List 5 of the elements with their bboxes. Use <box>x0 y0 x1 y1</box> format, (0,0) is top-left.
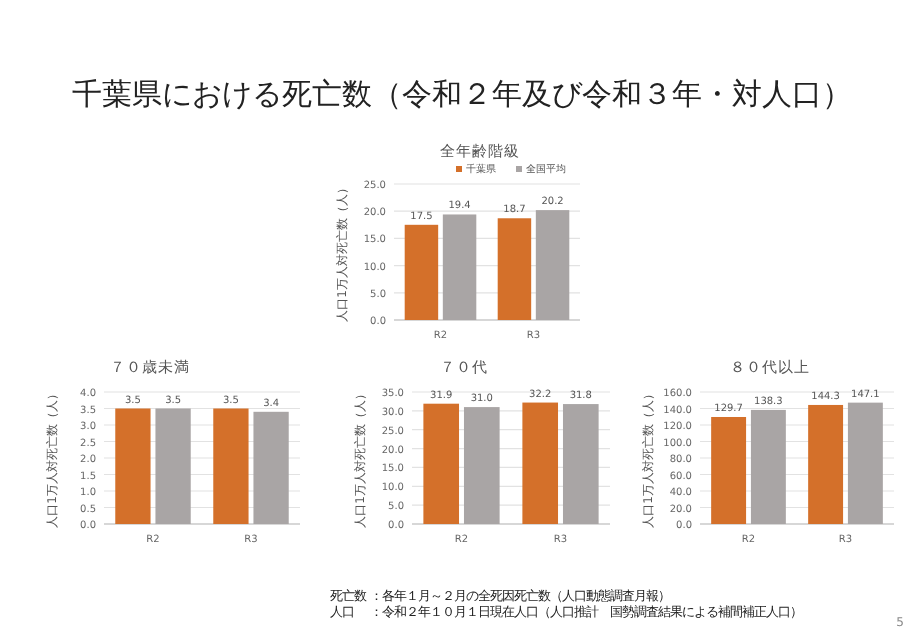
bar <box>535 210 570 320</box>
bar <box>442 214 477 320</box>
text: 千葉県における死亡数（令和２年及び令和３年・対人口） <box>72 76 852 112</box>
bar <box>497 218 532 320</box>
bar <box>404 224 439 320</box>
